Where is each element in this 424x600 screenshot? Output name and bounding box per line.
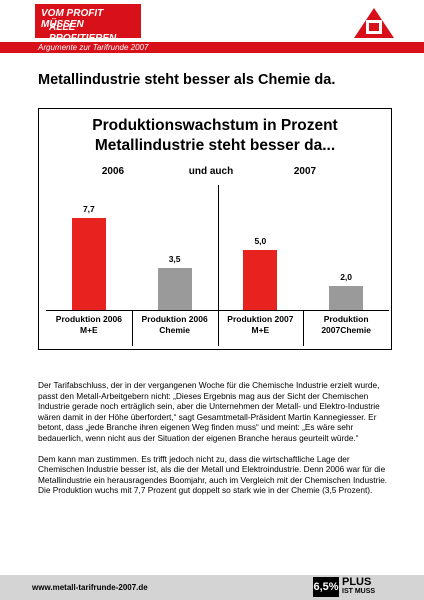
slogan-line: ALLE PROFITIEREN.	[49, 22, 120, 44]
subtitle: Argumente zur Tarifrunde 2007	[38, 43, 149, 52]
body-text: Der Tarifabschluss, der in der vergangen…	[38, 380, 394, 506]
bar	[71, 217, 106, 310]
ig-metall-logo	[354, 8, 394, 38]
footer-url: www.metall-tarifrunde-2007.de	[32, 583, 148, 592]
value-label: 3,5	[168, 254, 181, 264]
chart-title: Produktionswachstum in Prozent	[92, 117, 338, 134]
badge-number: 6,5%	[313, 577, 339, 597]
separator	[131, 310, 133, 346]
period-label: 2007	[293, 166, 317, 177]
bar	[329, 286, 364, 310]
footer: www.metall-tarifrunde-2007.de 6,5% PLUS …	[0, 575, 424, 600]
slogan-logo: VOM PROFIT MÜSSEN ALLE PROFITIEREN.	[35, 4, 141, 44]
slogan-line: VOM PROFIT MÜSSEN	[41, 8, 104, 30]
page-title: Metallindustrie steht besser als Chemie …	[38, 72, 336, 88]
period-label: 2006	[101, 166, 125, 177]
category-label: Produktion 2007 M+E	[227, 314, 294, 335]
category-label: Produktion 2006 Chemie	[141, 314, 208, 335]
value-label: 7,7	[82, 203, 95, 214]
bar	[157, 268, 192, 310]
chart-frame: Produktionswachstum in Prozent Metallind…	[38, 108, 392, 350]
separator	[217, 310, 219, 346]
category-label: Produktion 2006 M+E	[55, 314, 122, 335]
badge-text: IST MUSS	[342, 588, 376, 595]
paragraph: Dem kann man zustimmen. Es trifft jedoch…	[38, 453, 388, 496]
period-label: und auch	[188, 166, 234, 177]
value-label: 2,0	[340, 272, 353, 282]
value-label: 5,0	[254, 236, 267, 246]
category-label: Produktion 2007Chemie	[321, 314, 371, 335]
divider	[217, 185, 219, 310]
subtitle-bar: Argumente zur Tarifrunde 2007	[0, 42, 424, 53]
badge-text: PLUS	[342, 576, 372, 588]
bar	[243, 250, 278, 310]
separator	[303, 310, 305, 346]
chart-title: Metallindustrie steht besser da...	[94, 137, 336, 154]
paragraph: Der Tarifabschluss, der in der vergangen…	[38, 380, 380, 443]
